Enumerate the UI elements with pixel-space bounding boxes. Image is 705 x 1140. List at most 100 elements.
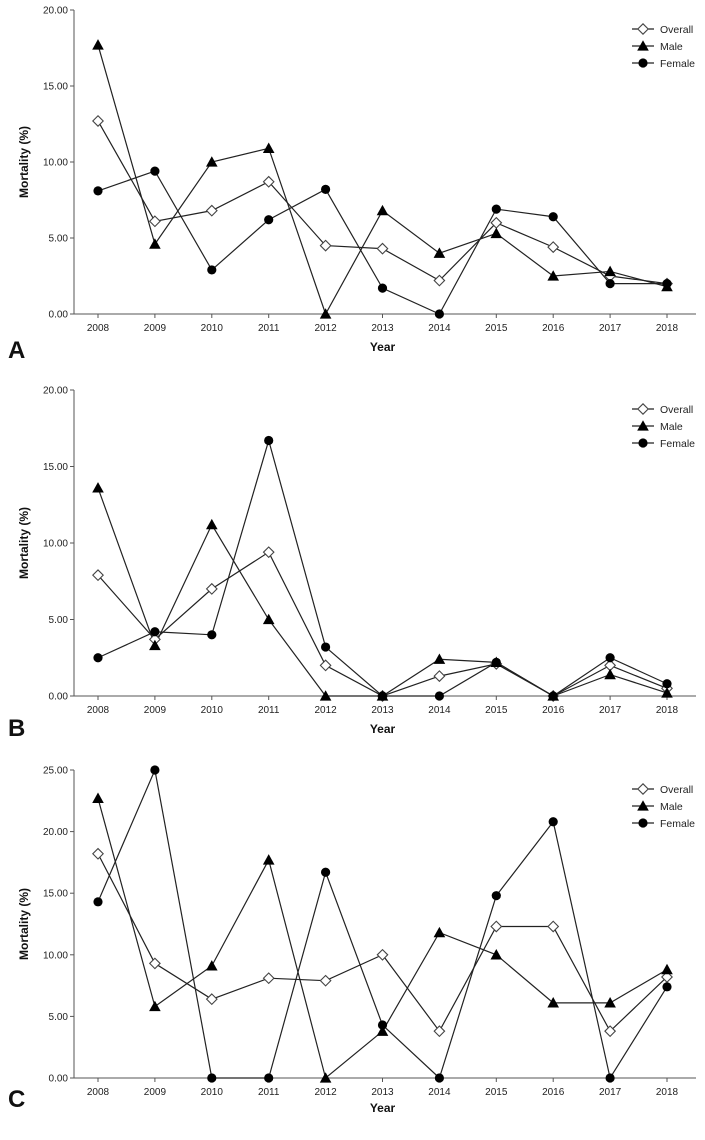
legend-label-overall: Overall — [660, 24, 693, 36]
data-point-overall — [433, 670, 446, 683]
data-point-overall — [92, 847, 104, 860]
data-point-male — [92, 482, 104, 493]
x-tick-label: 2009 — [144, 1087, 167, 1098]
legend-label-male: Male — [660, 801, 683, 813]
x-tick-label: 2009 — [144, 323, 167, 334]
y-tick-label: 0.00 — [49, 692, 69, 703]
data-point-male — [262, 613, 275, 625]
data-point-female — [264, 215, 274, 225]
data-point-female — [548, 817, 558, 827]
legend-label-female: Female — [660, 438, 695, 450]
data-point-female — [605, 1073, 615, 1083]
data-point-male — [433, 926, 446, 938]
data-point-female — [548, 212, 558, 222]
data-point-male — [206, 518, 218, 530]
x-tick-label: 2008 — [87, 705, 110, 716]
y-tick-label: 10.00 — [43, 539, 68, 550]
y-tick-label: 20.00 — [43, 386, 68, 397]
data-point-male — [319, 690, 332, 701]
data-point-female — [377, 691, 388, 701]
data-point-overall — [433, 274, 446, 287]
data-point-female — [605, 653, 615, 663]
series-line-male — [97, 798, 668, 1080]
data-point-male — [206, 156, 218, 167]
chart-a-svg: 0.00 5.00 10.00 15.00 20.00 2008 2009 2010 2011 2… — [17, 6, 696, 354]
x-tick-label: 2013 — [371, 1087, 394, 1098]
data-point-female — [207, 630, 217, 640]
data-point-male — [604, 668, 616, 680]
y-tick-label: 15.00 — [43, 82, 68, 93]
x-tick-label: 2015 — [485, 323, 508, 334]
data-point-overall — [205, 204, 218, 217]
x-tick-label: 2015 — [485, 1087, 508, 1098]
data-point-overall — [205, 582, 218, 595]
data-point-female — [93, 897, 103, 907]
data-point-male — [376, 204, 389, 216]
x-tick-label: 2012 — [314, 705, 337, 716]
data-point-overall — [490, 920, 503, 933]
data-point-male — [149, 238, 161, 249]
data-point-male — [433, 653, 446, 664]
series-line-male — [97, 487, 668, 697]
y-tick-label: 15.00 — [43, 889, 68, 900]
x-tick-label: 2015 — [485, 705, 508, 716]
y-tick-label: 20.00 — [43, 827, 68, 838]
legend-marker-female — [638, 58, 648, 68]
legend-marker-overall — [637, 403, 649, 415]
y-axis-title: Mortality (%) — [17, 507, 31, 579]
data-point-overall — [92, 114, 104, 127]
legend-label-male: Male — [660, 421, 683, 433]
data-point-female — [264, 1073, 274, 1083]
x-tick-label: 2016 — [542, 1087, 565, 1098]
data-point-female — [662, 679, 672, 689]
x-tick-label: 2013 — [371, 323, 394, 334]
x-tick-label: 2008 — [87, 1087, 110, 1098]
data-point-female — [491, 204, 501, 214]
data-point-male — [490, 227, 503, 239]
x-axis-title: Year — [370, 722, 396, 736]
x-tick-label: 2011 — [258, 323, 280, 334]
chart-b-svg: 0.00 5.00 10.00 15.00 20.00 2008 2009 2010 2011 2… — [17, 386, 696, 736]
data-point-male — [262, 854, 275, 865]
data-point-female — [434, 309, 444, 319]
data-point-overall — [319, 239, 332, 252]
data-point-female — [491, 891, 501, 901]
data-point-female — [491, 657, 501, 667]
y-tick-label: 10.00 — [43, 950, 68, 961]
data-point-male — [547, 997, 559, 1008]
series-line-overall — [97, 853, 668, 1033]
legend-label-female: Female — [660, 58, 695, 70]
x-tick-label: 2010 — [201, 705, 224, 716]
legend-marker-female — [638, 818, 648, 828]
data-point-female — [150, 627, 160, 637]
legend-marker-female — [638, 438, 648, 448]
data-point-overall — [148, 215, 161, 228]
y-tick-label: 0.00 — [49, 1074, 69, 1085]
legend-label-female: Female — [660, 818, 695, 830]
panel-label-b: B — [8, 715, 26, 742]
legend-marker-male — [637, 420, 649, 431]
data-point-female — [150, 765, 160, 775]
data-point-overall — [604, 1025, 617, 1038]
x-tick-label: 2018 — [656, 1087, 679, 1098]
chart-c-svg: 0.00 5.00 10.00 15.00 20.00 25.00 2008 2009 2010… — [17, 765, 696, 1115]
series-line-overall — [97, 551, 668, 697]
y-tick-label: 5.00 — [49, 615, 69, 626]
series-line-male — [97, 44, 668, 316]
data-point-female — [605, 279, 615, 289]
data-point-male — [661, 963, 673, 975]
data-point-female — [662, 982, 672, 992]
x-tick-label: 2012 — [314, 323, 337, 334]
data-point-male — [92, 39, 104, 50]
legend-label-overall: Overall — [660, 404, 693, 416]
x-tick-label: 2012 — [314, 1087, 337, 1098]
x-tick-label: 2008 — [87, 323, 110, 334]
data-point-male — [433, 247, 446, 258]
data-point-female — [434, 1073, 444, 1083]
data-point-male — [490, 949, 503, 960]
x-tick-label: 2017 — [599, 1087, 622, 1098]
panel-label-c: C — [8, 1086, 26, 1113]
data-point-male — [206, 960, 218, 971]
data-point-male — [604, 997, 616, 1008]
data-point-overall — [262, 175, 275, 188]
